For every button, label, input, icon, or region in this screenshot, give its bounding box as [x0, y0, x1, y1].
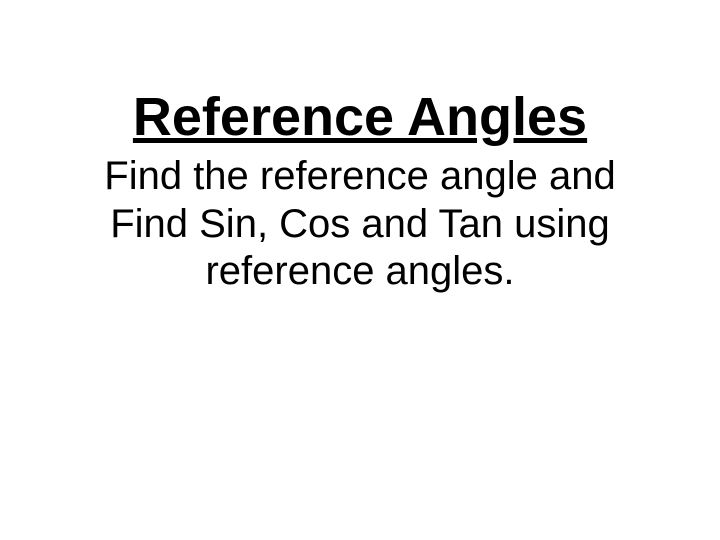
- body-line-3: reference angles.: [60, 248, 660, 295]
- slide: Reference Angles Find the reference angl…: [0, 0, 720, 540]
- slide-body: Find the reference angle and Find Sin, C…: [60, 153, 660, 295]
- slide-title: Reference Angles: [0, 88, 720, 147]
- body-line-1: Find the reference angle and: [60, 153, 660, 200]
- body-line-2: Find Sin, Cos and Tan using: [60, 201, 660, 248]
